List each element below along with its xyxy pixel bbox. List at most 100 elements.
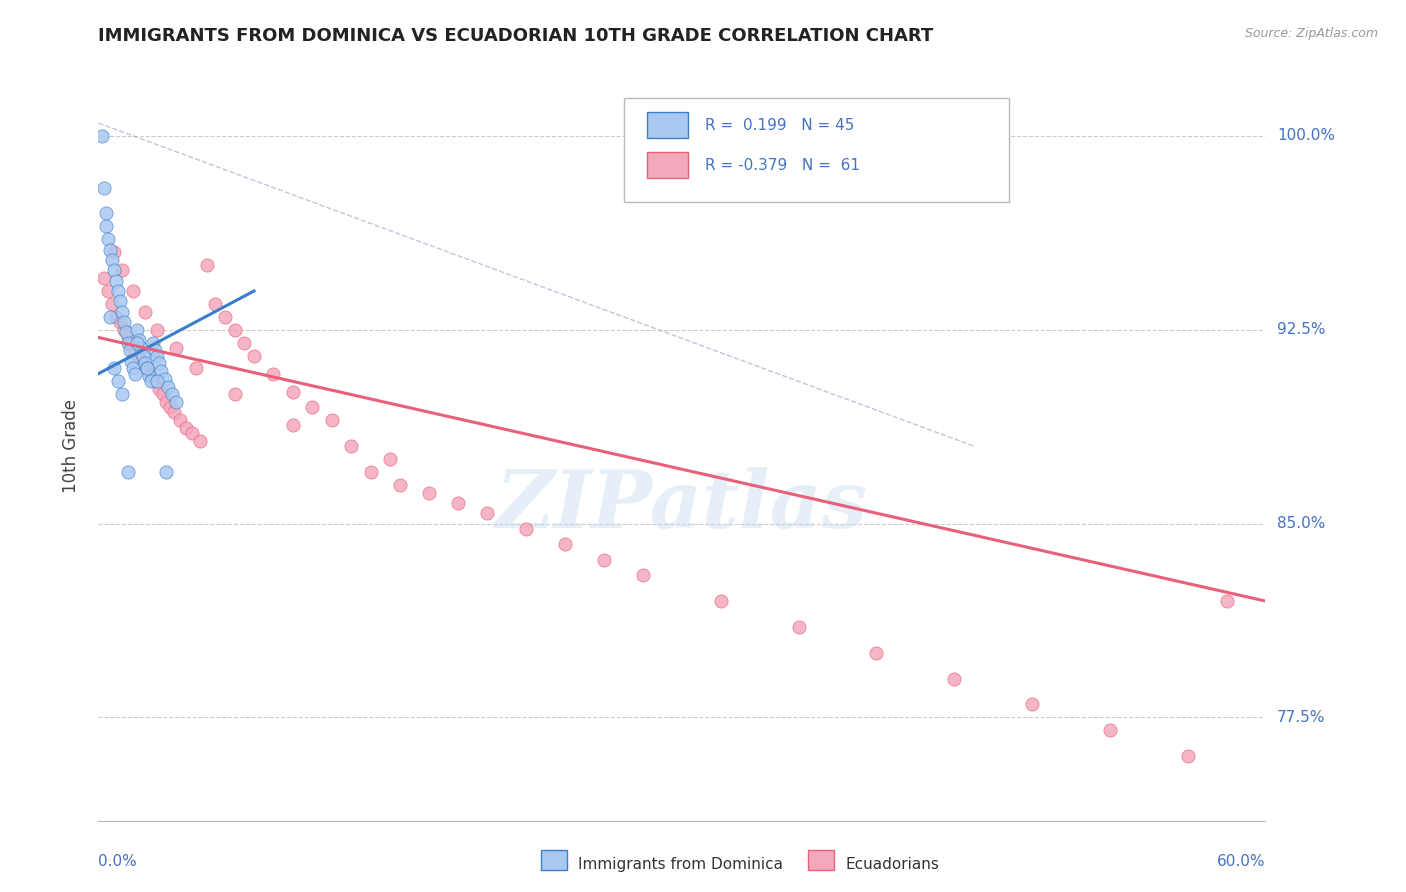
Point [943, 672, 966, 686]
Point [112, 323, 135, 337]
Point [447, 496, 470, 510]
Text: IMMIGRANTS FROM DOMINICA VS ECUADORIAN 10TH GRADE CORRELATION CHART: IMMIGRANTS FROM DOMINICA VS ECUADORIAN 1… [98, 27, 934, 45]
Point [93, 271, 115, 285]
Point [148, 356, 170, 370]
Point [214, 310, 236, 324]
Point [148, 382, 170, 396]
Point [111, 387, 134, 401]
Point [155, 395, 177, 409]
Point [111, 304, 134, 318]
Point [146, 349, 169, 363]
Point [143, 343, 166, 358]
Point [103, 361, 125, 376]
Point [127, 323, 149, 337]
Point [117, 335, 139, 350]
Point [121, 353, 143, 368]
Point [146, 323, 169, 337]
Point [155, 465, 177, 479]
Point [93, 180, 115, 194]
Point [360, 465, 382, 479]
Point [91, 128, 114, 143]
Point [554, 537, 576, 551]
Point [107, 375, 129, 389]
Text: R = -0.379   N =  61: R = -0.379 N = 61 [706, 158, 860, 172]
Text: 92.5%: 92.5% [1277, 322, 1326, 337]
Point [301, 401, 323, 415]
Text: 77.5%: 77.5% [1277, 710, 1326, 725]
Point [515, 522, 537, 536]
Point [103, 263, 125, 277]
Point [188, 434, 211, 448]
Point [142, 335, 165, 350]
Text: 100.0%: 100.0% [1277, 128, 1336, 144]
Point [165, 395, 187, 409]
Point [321, 413, 343, 427]
Text: R =  0.199   N = 45: R = 0.199 N = 45 [706, 118, 855, 133]
Point [118, 343, 141, 358]
Point [477, 506, 499, 520]
Point [98, 243, 121, 257]
Point [153, 372, 176, 386]
Point [224, 323, 246, 337]
Point [195, 258, 218, 272]
Text: 0.0%: 0.0% [98, 855, 138, 869]
Point [710, 594, 733, 608]
Point [97, 232, 120, 246]
Point [129, 341, 152, 355]
Point [233, 335, 256, 350]
Text: ZIPatlas: ZIPatlas [496, 467, 868, 545]
Text: 60.0%: 60.0% [1218, 855, 1265, 869]
Point [108, 315, 131, 329]
Text: Source: ZipAtlas.com: Source: ZipAtlas.com [1244, 27, 1378, 40]
Point [108, 294, 131, 309]
Point [174, 421, 197, 435]
Point [136, 361, 159, 376]
Point [1021, 698, 1043, 712]
Point [631, 568, 654, 582]
Point [96, 206, 118, 220]
Point [136, 361, 159, 376]
Point [107, 284, 129, 298]
Point [149, 364, 172, 378]
Point [111, 263, 134, 277]
Text: Immigrants from Dominica: Immigrants from Dominica [578, 857, 783, 871]
Point [112, 315, 135, 329]
Point [224, 387, 246, 401]
Point [103, 245, 125, 260]
Point [165, 341, 187, 355]
Point [117, 330, 139, 344]
Point [127, 335, 149, 350]
Point [418, 485, 440, 500]
Point [128, 351, 150, 366]
Point [1215, 594, 1237, 608]
Point [122, 284, 145, 298]
Point [152, 387, 174, 401]
Point [104, 274, 127, 288]
Bar [647, 112, 688, 138]
Point [101, 297, 124, 311]
Point [180, 426, 202, 441]
Point [787, 620, 810, 634]
Point [97, 284, 120, 298]
Point [1177, 749, 1199, 764]
Text: 85.0%: 85.0% [1277, 516, 1326, 531]
Point [122, 361, 145, 376]
Point [157, 379, 180, 393]
Y-axis label: 10th Grade: 10th Grade [62, 399, 80, 493]
Point [121, 338, 143, 352]
Point [132, 349, 155, 363]
Point [380, 451, 402, 466]
Point [184, 361, 207, 376]
FancyBboxPatch shape [624, 97, 1008, 202]
Point [593, 552, 616, 566]
Point [117, 465, 139, 479]
Point [159, 401, 181, 415]
Text: Ecuadorians: Ecuadorians [845, 857, 939, 871]
Point [138, 369, 160, 384]
Point [146, 375, 169, 389]
Point [128, 333, 150, 347]
Point [388, 477, 411, 491]
Point [1098, 723, 1121, 738]
Point [114, 326, 136, 340]
Point [96, 219, 118, 234]
